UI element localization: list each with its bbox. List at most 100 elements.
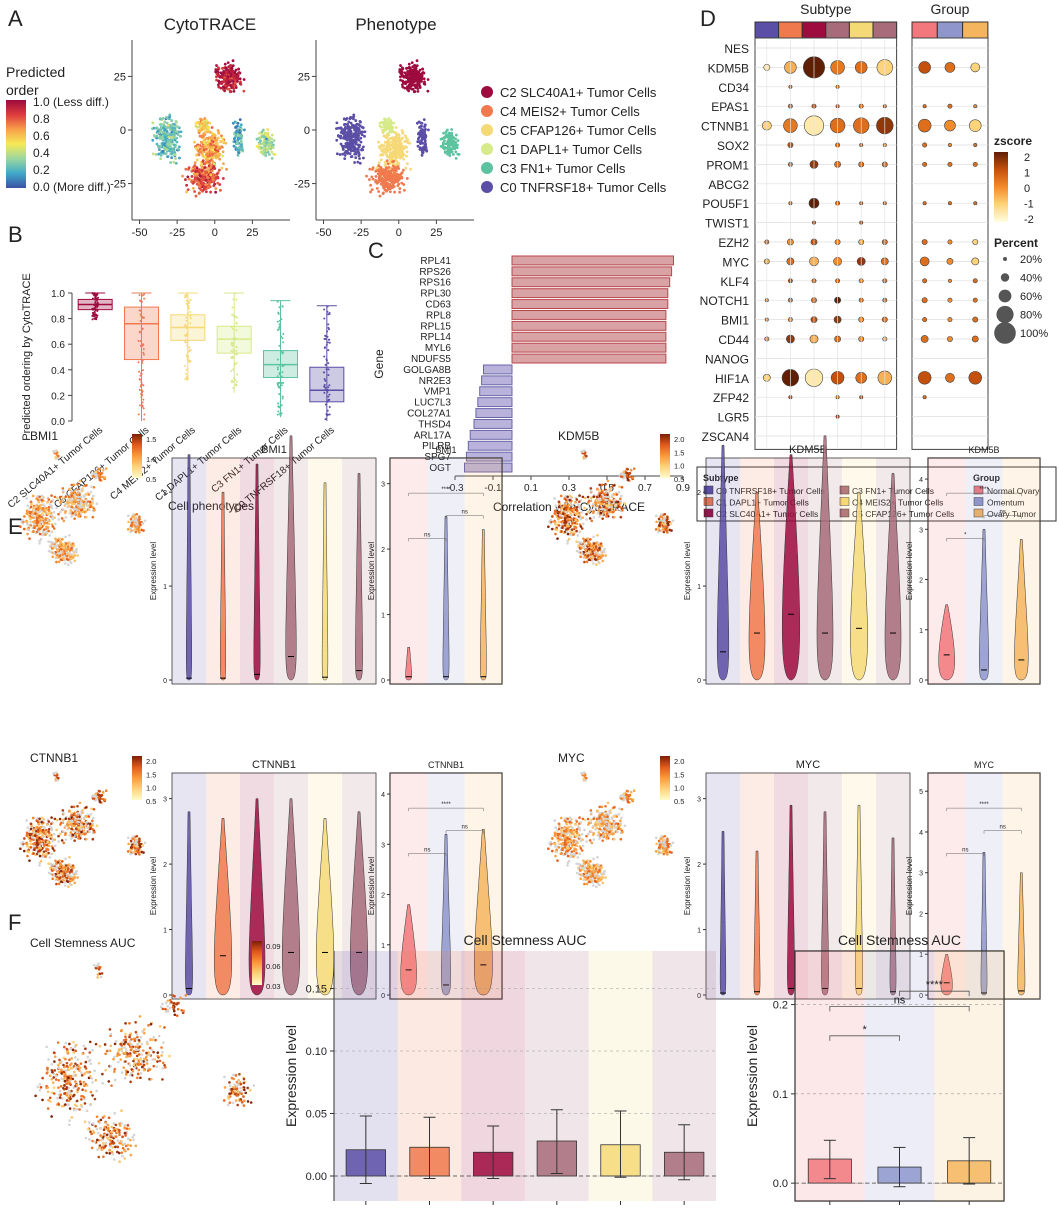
cell-point bbox=[608, 506, 611, 509]
percent-legend-dot bbox=[1001, 273, 1009, 281]
y-tick-label: RPS16 bbox=[419, 278, 451, 289]
cell-point bbox=[672, 519, 675, 522]
cell-point bbox=[61, 517, 64, 520]
panel-letter-c: C bbox=[368, 238, 384, 263]
cell-point bbox=[185, 184, 188, 187]
dot bbox=[923, 279, 927, 283]
gene-label-pou5f1: POU5F1 bbox=[702, 197, 749, 211]
cell-point bbox=[395, 169, 398, 172]
cell-point bbox=[62, 508, 65, 511]
cell-point bbox=[585, 455, 588, 458]
cell-point bbox=[388, 166, 391, 169]
dot bbox=[918, 371, 931, 384]
cell-point bbox=[54, 545, 57, 548]
cell-point bbox=[561, 507, 564, 510]
cell-point bbox=[201, 182, 204, 185]
cell-point bbox=[587, 544, 590, 547]
dot bbox=[945, 62, 955, 72]
cell-point bbox=[392, 139, 395, 142]
legend-label: C4 MEIS2+ Tumor Cells bbox=[500, 104, 640, 119]
cell-point bbox=[363, 135, 366, 138]
jitter-point bbox=[323, 317, 325, 319]
cell-point bbox=[272, 146, 275, 149]
cell-point bbox=[558, 524, 561, 527]
bar-thsd4 bbox=[474, 420, 512, 429]
feature-colorbar-tick: 0.5 bbox=[674, 475, 684, 484]
cell-point bbox=[38, 542, 41, 545]
cell-point bbox=[601, 502, 604, 505]
cell-point bbox=[630, 469, 633, 472]
cell-point bbox=[603, 551, 606, 554]
cell-point bbox=[416, 64, 419, 67]
colorbar-tick-label: 1.0 (Less diff.) bbox=[33, 95, 109, 109]
cell-point bbox=[406, 150, 409, 153]
cell-point bbox=[417, 138, 420, 141]
cell-point bbox=[370, 176, 373, 179]
cell-point bbox=[268, 153, 271, 156]
gene-label-notch1: NOTCH1 bbox=[700, 294, 750, 308]
cell-point bbox=[50, 531, 53, 534]
cell-point bbox=[600, 495, 603, 498]
cell-point bbox=[608, 488, 611, 491]
cell-point bbox=[173, 151, 176, 154]
cell-point bbox=[601, 499, 604, 502]
cell-point bbox=[53, 552, 56, 555]
cell-point bbox=[580, 518, 583, 521]
box bbox=[125, 307, 159, 359]
percent-legend-dot bbox=[994, 322, 1016, 344]
cell-point bbox=[586, 537, 589, 540]
cell-point bbox=[427, 128, 430, 131]
subtype-strip-cell bbox=[826, 22, 850, 38]
cell-point bbox=[385, 182, 388, 185]
cell-point bbox=[233, 145, 236, 148]
cell-point bbox=[400, 182, 403, 185]
cell-point bbox=[666, 516, 669, 519]
cell-point bbox=[624, 502, 627, 505]
cell-point bbox=[598, 498, 601, 501]
cell-point bbox=[221, 139, 224, 142]
cell-point bbox=[578, 541, 581, 544]
cell-point bbox=[413, 90, 416, 93]
panel-letter-d: D bbox=[700, 6, 716, 31]
cell-point bbox=[425, 149, 428, 152]
feature-colorbar-tick: 1.0 bbox=[146, 455, 156, 464]
cell-point bbox=[59, 496, 62, 499]
cell-point bbox=[576, 550, 579, 553]
cell-point bbox=[130, 518, 133, 521]
cell-point bbox=[403, 189, 406, 192]
y-tick-label: 2 bbox=[381, 547, 385, 554]
cell-point bbox=[407, 89, 410, 92]
cell-point bbox=[167, 139, 170, 142]
cell-point bbox=[387, 148, 390, 151]
cell-point bbox=[55, 507, 58, 510]
cell-point bbox=[171, 143, 174, 146]
cell-point bbox=[64, 511, 67, 514]
cell-point bbox=[73, 484, 76, 487]
cell-point bbox=[72, 556, 75, 559]
cell-point bbox=[589, 538, 592, 541]
feature-colorbar bbox=[132, 434, 142, 478]
cell-point bbox=[387, 132, 390, 135]
cell-point bbox=[596, 534, 599, 537]
cell-point bbox=[582, 450, 585, 453]
cell-point bbox=[237, 122, 240, 125]
cell-point bbox=[420, 80, 423, 83]
cell-point bbox=[65, 549, 68, 552]
y-tick-label: NR2E3 bbox=[419, 376, 452, 387]
cell-point bbox=[559, 514, 562, 517]
cell-point bbox=[83, 494, 86, 497]
cell-point bbox=[203, 124, 206, 127]
sig-label: **** bbox=[441, 487, 451, 493]
cell-point bbox=[655, 521, 658, 524]
gene-label-epas1: EPAS1 bbox=[711, 100, 749, 114]
cell-point bbox=[152, 152, 155, 155]
cell-point bbox=[181, 175, 184, 178]
cell-point bbox=[425, 146, 428, 149]
cell-point bbox=[56, 555, 59, 558]
jitter-point bbox=[143, 413, 145, 415]
cell-point bbox=[393, 166, 396, 169]
cell-point bbox=[585, 549, 588, 552]
cell-point bbox=[169, 139, 172, 142]
cell-point bbox=[579, 555, 582, 558]
